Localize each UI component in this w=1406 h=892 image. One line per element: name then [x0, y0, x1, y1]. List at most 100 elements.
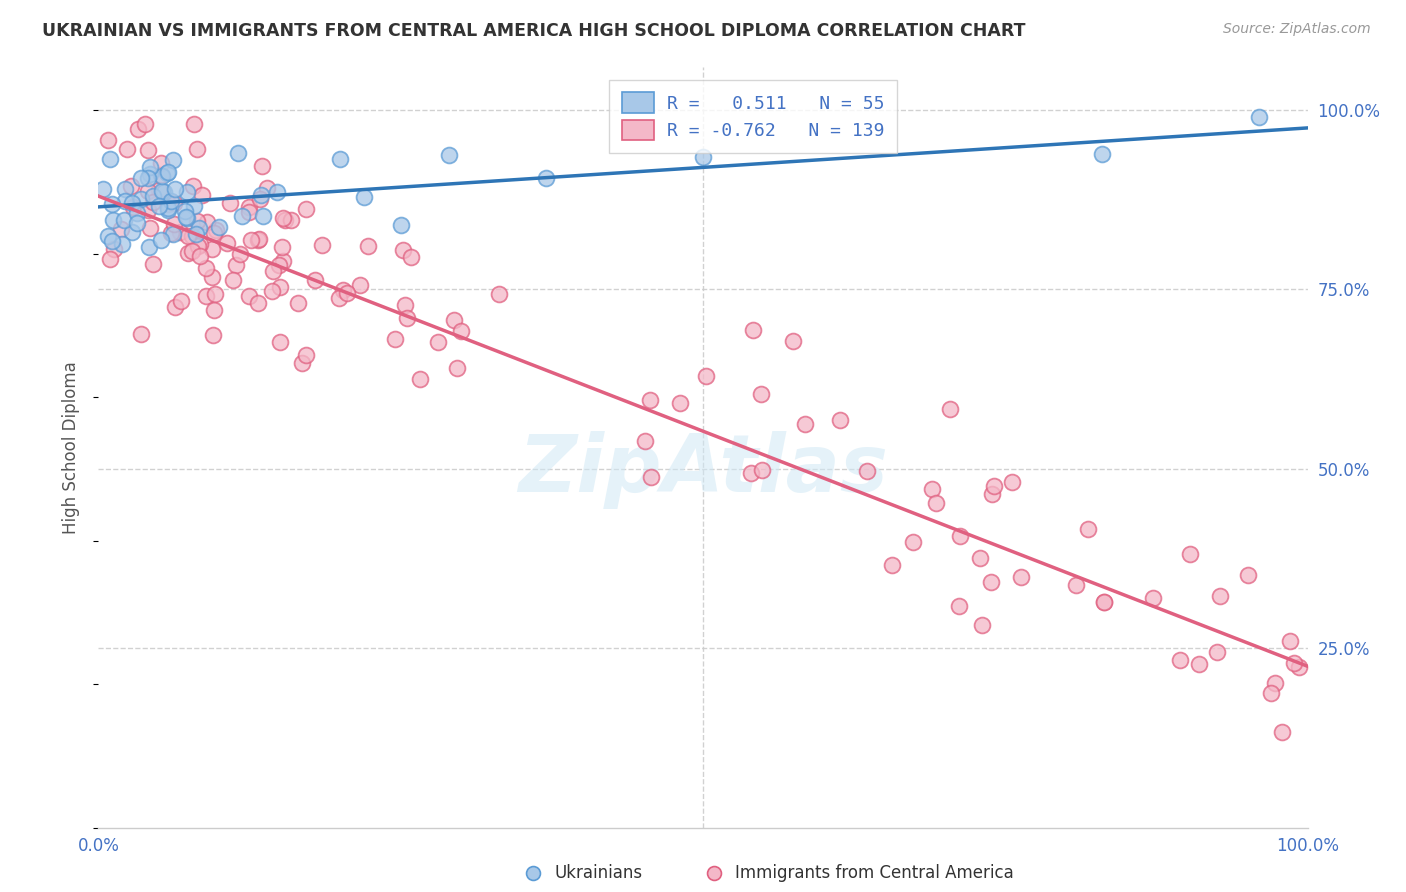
Point: [692, 150, 714, 164]
Point: [269, 335, 291, 350]
Point: [384, 332, 406, 346]
Point: [267, 259, 290, 273]
Point: [201, 270, 224, 285]
Point: [156, 197, 179, 211]
Point: [149, 168, 172, 182]
Point: [294, 348, 316, 362]
Point: [176, 211, 198, 225]
Point: [427, 334, 450, 349]
Point: [138, 240, 160, 254]
Point: [162, 153, 184, 168]
Point: [856, 464, 879, 478]
Point: [1001, 475, 1024, 489]
Point: [97, 228, 120, 243]
Point: [332, 284, 354, 298]
Point: [129, 171, 152, 186]
Point: [695, 369, 717, 384]
Point: [262, 264, 284, 278]
Point: [1064, 578, 1087, 592]
Point: [949, 529, 972, 543]
Point: [150, 184, 173, 198]
Point: [1092, 595, 1115, 609]
Point: [208, 220, 231, 235]
Point: [266, 185, 288, 199]
Point: [1178, 547, 1201, 561]
Point: [238, 205, 260, 219]
Point: [238, 200, 260, 214]
Point: [142, 258, 165, 272]
Point: [111, 236, 134, 251]
Point: [1188, 657, 1211, 672]
Point: [110, 222, 132, 236]
Point: [201, 242, 224, 256]
Point: [176, 185, 198, 199]
Point: [129, 327, 152, 342]
Point: [970, 618, 993, 632]
Point: [443, 312, 465, 326]
Point: [121, 195, 143, 210]
Point: [183, 117, 205, 131]
Point: [98, 152, 121, 166]
Point: [162, 227, 184, 241]
Point: [181, 179, 204, 194]
Point: [437, 148, 460, 162]
Point: [880, 558, 903, 573]
Point: [148, 199, 170, 213]
Point: [280, 212, 302, 227]
Point: [1271, 724, 1294, 739]
Point: [217, 236, 239, 251]
Point: [336, 285, 359, 300]
Point: [228, 247, 250, 261]
Point: [160, 194, 183, 208]
Point: [252, 159, 274, 173]
Point: [980, 575, 1002, 590]
Point: [226, 145, 249, 160]
Point: [176, 245, 198, 260]
Point: [176, 229, 198, 244]
Point: [163, 196, 186, 211]
Point: [112, 212, 135, 227]
Point: [98, 252, 121, 266]
Point: [249, 232, 271, 246]
Point: [260, 284, 283, 298]
Point: [1091, 147, 1114, 161]
Point: [256, 181, 278, 195]
Point: [103, 213, 125, 227]
Point: [163, 217, 186, 231]
Point: [1249, 110, 1271, 124]
Point: [150, 156, 173, 170]
Point: [329, 152, 352, 166]
Point: [188, 249, 211, 263]
Point: [981, 487, 1004, 501]
Point: [939, 402, 962, 417]
Point: [195, 261, 218, 276]
Point: [349, 277, 371, 292]
Point: [97, 133, 120, 147]
Point: [186, 142, 208, 156]
Point: [131, 192, 153, 206]
Point: [794, 417, 817, 432]
Point: [114, 182, 136, 196]
Point: [271, 211, 294, 225]
Point: [391, 243, 413, 257]
Text: ZipAtlas: ZipAtlas: [517, 431, 889, 509]
Point: [357, 239, 380, 253]
Point: [828, 413, 851, 427]
Point: [633, 434, 655, 449]
Point: [1284, 656, 1306, 670]
Point: [139, 220, 162, 235]
Point: [187, 221, 209, 235]
Point: [148, 183, 170, 197]
Point: [640, 470, 662, 484]
Point: [181, 229, 204, 244]
Point: [205, 223, 228, 237]
Point: [136, 171, 159, 186]
Point: [184, 227, 207, 241]
Point: [1288, 660, 1310, 674]
Point: [139, 167, 162, 181]
Point: [122, 200, 145, 214]
Point: [222, 273, 245, 287]
Point: [103, 242, 125, 256]
Point: [150, 169, 173, 184]
Point: [219, 195, 242, 210]
